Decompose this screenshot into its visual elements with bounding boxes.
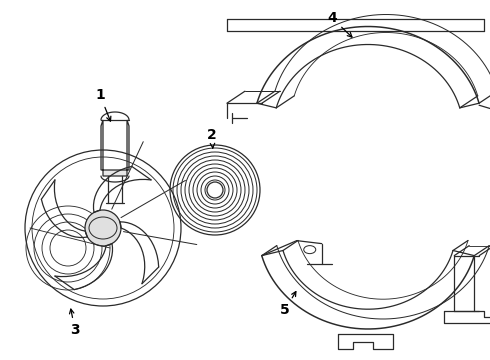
Text: 4: 4 [327,11,352,37]
Polygon shape [101,120,129,176]
Text: 1: 1 [95,88,111,121]
Circle shape [85,210,121,246]
Text: 5: 5 [280,292,296,317]
Text: 2: 2 [207,128,217,148]
Text: 3: 3 [70,309,80,337]
